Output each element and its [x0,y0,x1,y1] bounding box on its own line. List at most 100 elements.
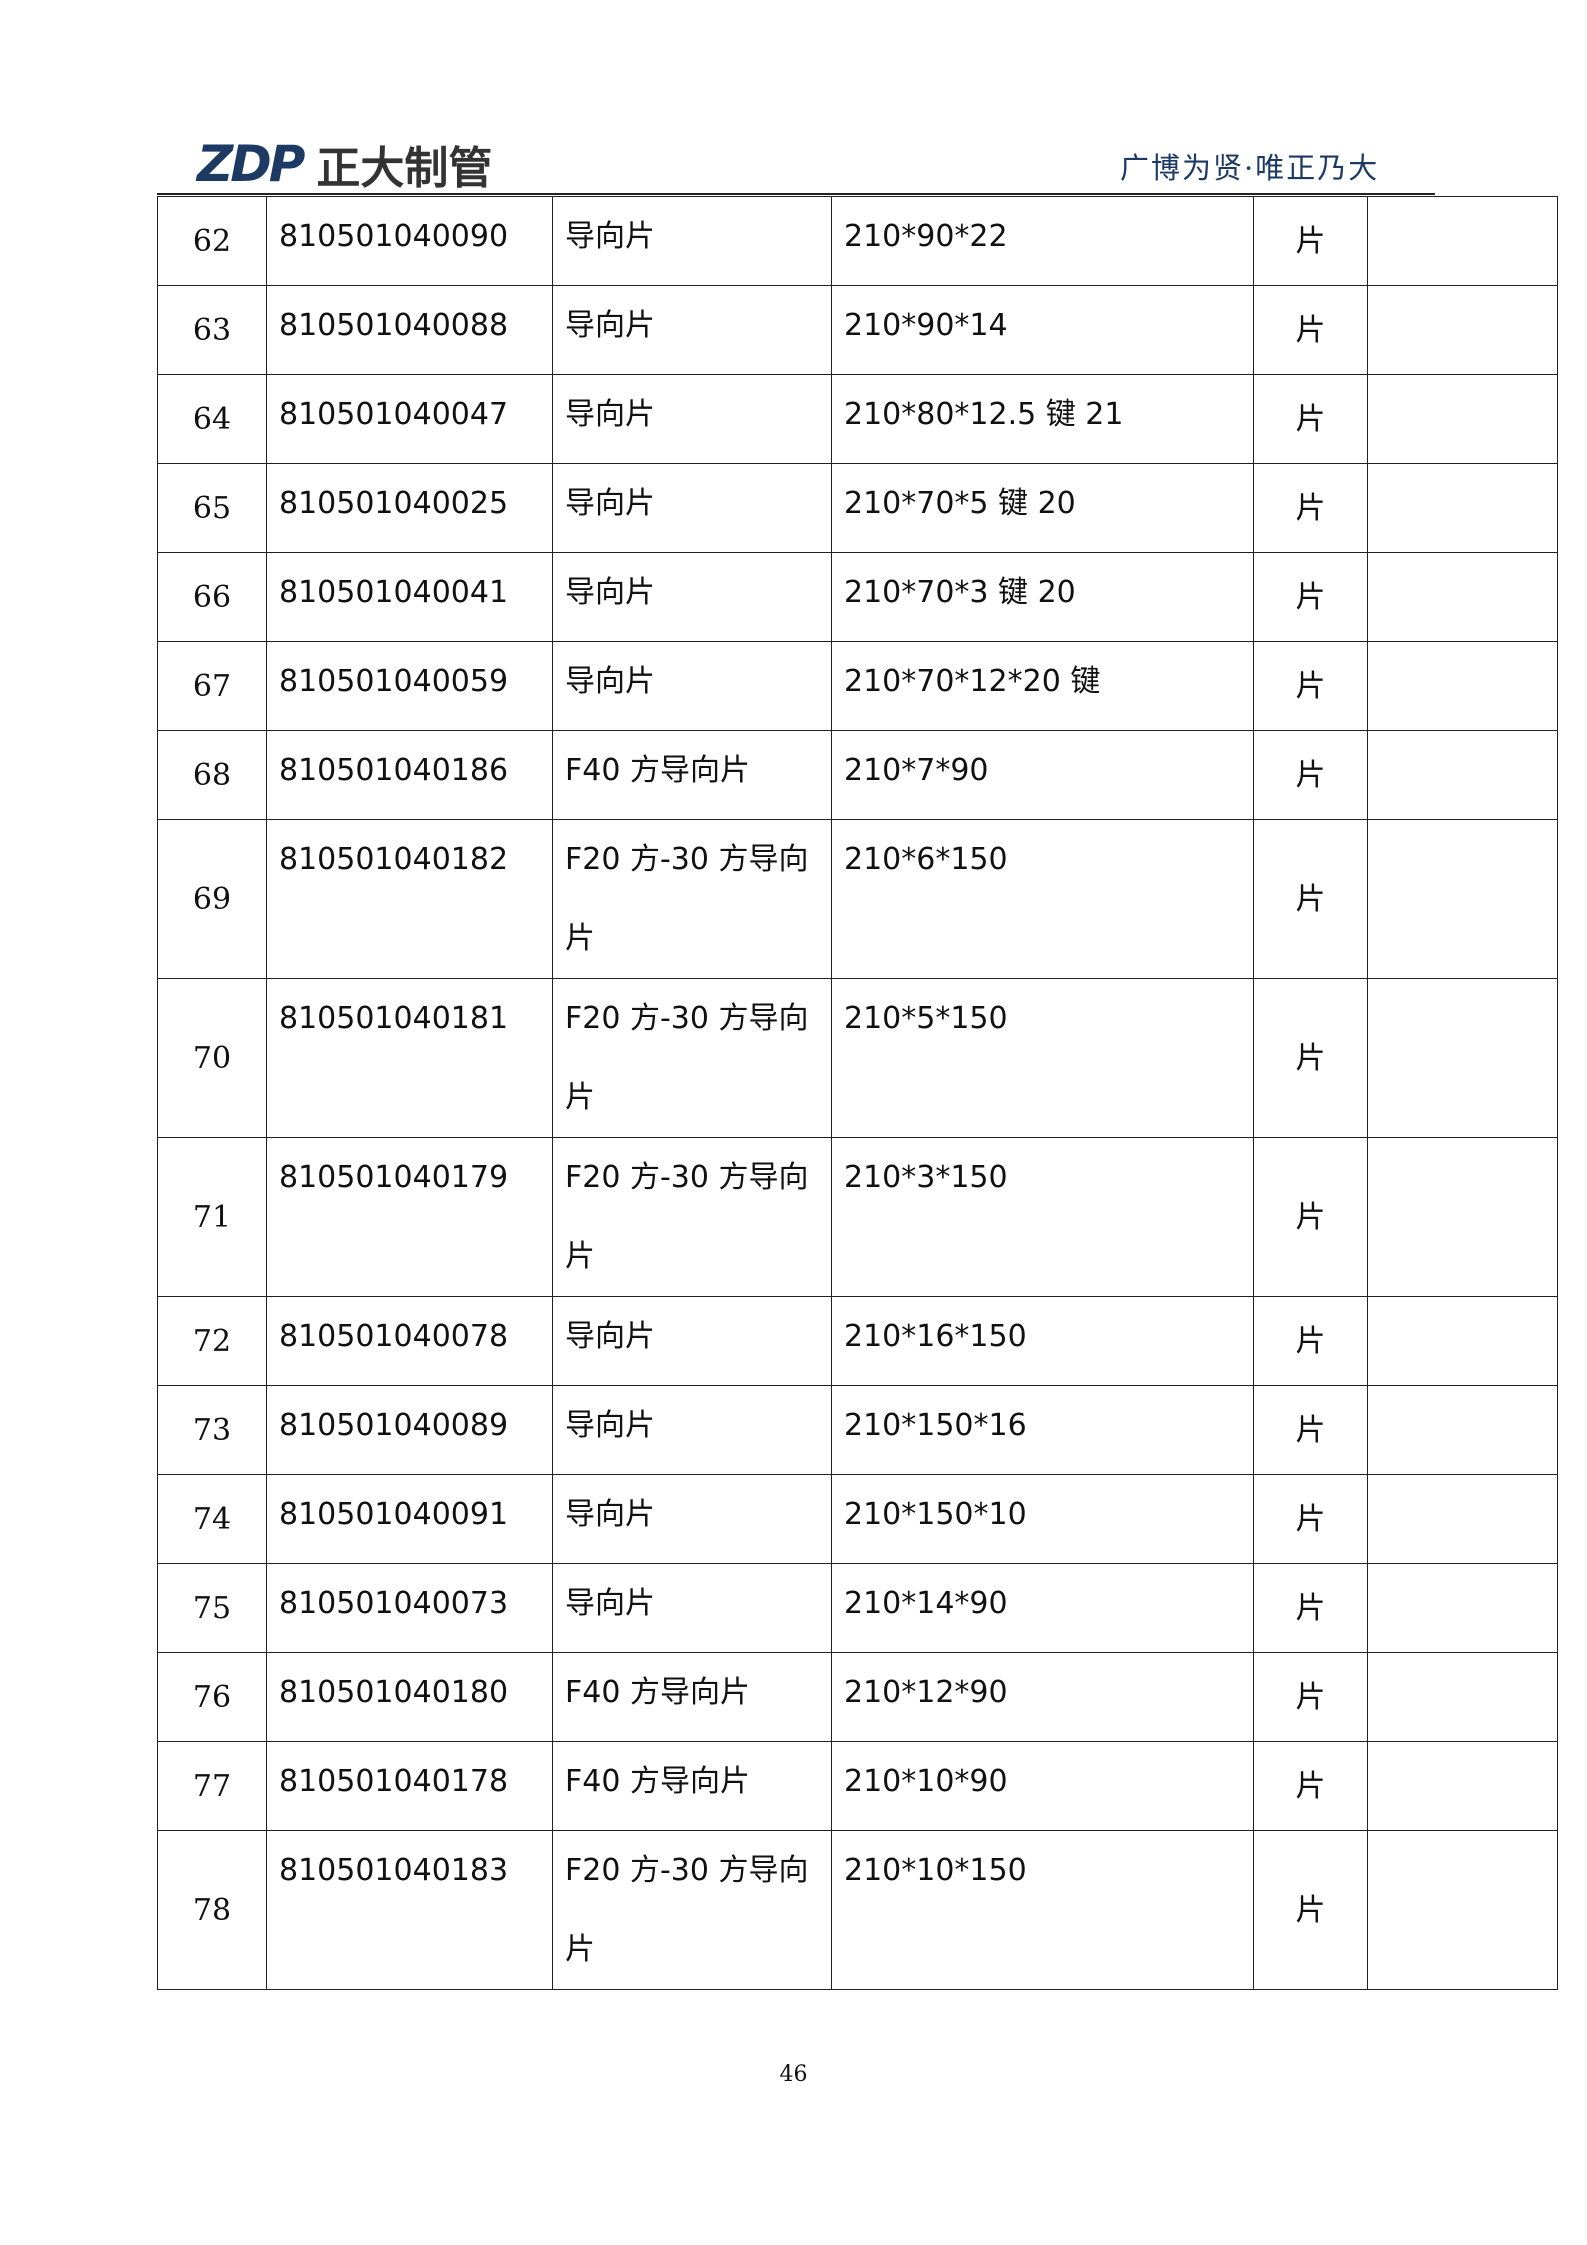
item-remark [1367,552,1558,642]
item-code: 810501040180 [266,1652,553,1742]
header-slogan: 广博为贤·唯正乃大 [1120,151,1380,185]
item-remark [1367,1137,1558,1297]
item-code: 810501040182 [266,819,553,979]
table-row: 78 810501040183 F20 方-30 方导向片 210*10*150 片 [157,1830,1558,1990]
item-unit: 片 [1253,1741,1368,1831]
table-row: 62 810501040090 导向片 210*90*22 片 [157,196,1558,286]
item-spec: 210*90*22 [831,196,1254,286]
item-spec: 210*14*90 [831,1563,1254,1653]
table-row: 72 810501040078 导向片 210*16*150 片 [157,1296,1558,1386]
item-unit: 片 [1253,552,1368,642]
item-unit: 片 [1253,1652,1368,1742]
parts-table: 62 810501040090 导向片 210*90*22 片 63 81050104008… [157,196,1558,1990]
item-name: 导向片 [552,374,832,464]
table-row: 63 810501040088 导向片 210*90*14 片 [157,285,1558,375]
item-remark [1367,285,1558,375]
item-spec: 210*7*90 [831,730,1254,820]
row-number: 70 [157,978,267,1138]
item-code: 810501040073 [266,1563,553,1653]
item-name: F40 方导向片 [552,1741,832,1831]
item-name: 导向片 [552,1474,832,1564]
item-name: 导向片 [552,285,832,375]
row-number: 77 [157,1741,267,1831]
table-row: 64 810501040047 导向片 210*80*12.5 键 21 片 [157,374,1558,464]
item-name: F20 方-30 方导向片 [552,1830,832,1990]
item-remark [1367,1296,1558,1386]
item-code: 810501040091 [266,1474,553,1564]
item-spec: 210*80*12.5 键 21 [831,374,1254,464]
table-row: 66 810501040041 导向片 210*70*3 键 20 片 [157,552,1558,642]
item-remark [1367,463,1558,553]
item-spec: 210*90*14 [831,285,1254,375]
item-code: 810501040090 [266,196,553,286]
item-name: 导向片 [552,552,832,642]
item-name: F40 方导向片 [552,1652,832,1742]
item-code: 810501040025 [266,463,553,553]
item-unit: 片 [1253,285,1368,375]
item-spec: 210*150*16 [831,1385,1254,1475]
item-spec: 210*5*150 [831,978,1254,1138]
table-row: 69 810501040182 F20 方-30 方导向片 210*6*150 片 [157,819,1558,979]
item-name: F20 方-30 方导向片 [552,1137,832,1297]
row-number: 62 [157,196,267,286]
row-number: 69 [157,819,267,979]
item-remark [1367,1741,1558,1831]
item-name: F40 方导向片 [552,730,832,820]
item-name: 导向片 [552,1385,832,1475]
table-row: 71 810501040179 F20 方-30 方导向片 210*3*150 片 [157,1137,1558,1297]
item-name: 导向片 [552,1563,832,1653]
item-name: 导向片 [552,463,832,553]
item-unit: 片 [1253,1385,1368,1475]
item-name: F20 方-30 方导向片 [552,819,832,979]
item-unit: 片 [1253,463,1368,553]
item-spec: 210*10*150 [831,1830,1254,1990]
table-row: 67 810501040059 导向片 210*70*12*20 键片 [157,641,1558,731]
item-unit: 片 [1253,196,1368,286]
item-spec: 210*70*5 键 20 [831,463,1254,553]
item-remark [1367,641,1558,731]
item-code: 810501040186 [266,730,553,820]
header-divider [157,193,1435,195]
item-name: 导向片 [552,196,832,286]
item-unit: 片 [1253,641,1368,731]
item-spec: 210*16*150 [831,1296,1254,1386]
item-code: 810501040178 [266,1741,553,1831]
logo-name: 正大制管 [316,143,493,194]
row-number: 63 [157,285,267,375]
item-name: 导向片 [552,1296,832,1386]
item-code: 810501040078 [266,1296,553,1386]
item-code: 810501040059 [266,641,553,731]
logo-mark: ZDP [197,135,305,193]
row-number: 67 [157,641,267,731]
table-row: 77 810501040178 F40 方导向片 210*10*90 片 [157,1741,1558,1831]
item-code: 810501040183 [266,1830,553,1990]
item-remark [1367,1652,1558,1742]
table-row: 65 810501040025 导向片 210*70*5 键 20 片 [157,463,1558,553]
row-number: 65 [157,463,267,553]
item-code: 810501040181 [266,978,553,1138]
table-row: 73 810501040089 导向片 210*150*16 片 [157,1385,1558,1475]
row-number: 64 [157,374,267,464]
item-remark [1367,730,1558,820]
item-code: 810501040041 [266,552,553,642]
item-unit: 片 [1253,1830,1368,1990]
item-spec: 210*70*3 键 20 [831,552,1254,642]
item-name: F20 方-30 方导向片 [552,978,832,1138]
row-number: 71 [157,1137,267,1297]
item-name: 导向片 [552,641,832,731]
row-number: 68 [157,730,267,820]
row-number: 74 [157,1474,267,1564]
table-row: 68 810501040186 F40 方导向片 210*7*90 片 [157,730,1558,820]
row-number: 75 [157,1563,267,1653]
item-remark [1367,374,1558,464]
table-row: 70 810501040181 F20 方-30 方导向片 210*5*150 片 [157,978,1558,1138]
table-row: 76 810501040180 F40 方导向片 210*12*90 片 [157,1652,1558,1742]
item-spec: 210*3*150 [831,1137,1254,1297]
item-code: 810501040088 [266,285,553,375]
table-row: 74 810501040091 导向片 210*150*10 片 [157,1474,1558,1564]
item-remark [1367,1830,1558,1990]
item-remark [1367,1563,1558,1653]
item-remark [1367,1385,1558,1475]
row-number: 66 [157,552,267,642]
row-number: 72 [157,1296,267,1386]
